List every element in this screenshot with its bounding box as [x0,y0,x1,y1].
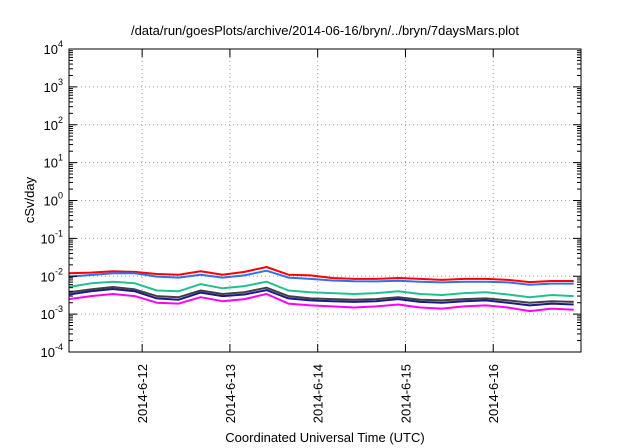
series-line-5 [68,288,574,307]
x-axis-label: Coordinated Universal Time (UTC) [225,430,424,445]
chart-title: /data/run/goesPlots/archive/2014-06-16/b… [131,23,519,38]
y-tick-label: 102 [44,115,63,133]
x-tick-label: 2014-6-15 [398,364,413,423]
series-layer [68,266,574,313]
series-line-2 [68,269,574,286]
series-line-6 [68,293,574,313]
series-line-4 [68,286,574,304]
y-tick-label: 100 [44,191,63,209]
series-line-3 [68,280,574,299]
x-tick-label: 2014-6-12 [135,364,150,423]
ticks [69,48,581,353]
y-tick-label: 10-4 [41,342,63,360]
x-tick-labels: 2014-6-12 2014-6-13 2014-6-14 2014-6-15 2014… [135,364,501,423]
x-tick-label: 2014-6-13 [223,364,238,423]
y-tick-label: 104 [44,39,63,57]
y-tick-labels: 10-4 10-3 10-2 10-1 100 101 102 103 104 [41,39,63,360]
y-tick-label: 10-3 [41,304,63,322]
series-line-1 [68,266,574,284]
y-axis-label: cSv/day [22,176,37,223]
x-tick-label: 2014-6-16 [486,364,501,423]
x-tick-label: 2014-6-14 [311,364,326,423]
y-tick-label: 10-1 [41,228,63,246]
y-tick-label: 101 [44,153,63,171]
y-tick-label: 10-2 [41,266,63,284]
y-tick-label: 103 [44,77,63,95]
